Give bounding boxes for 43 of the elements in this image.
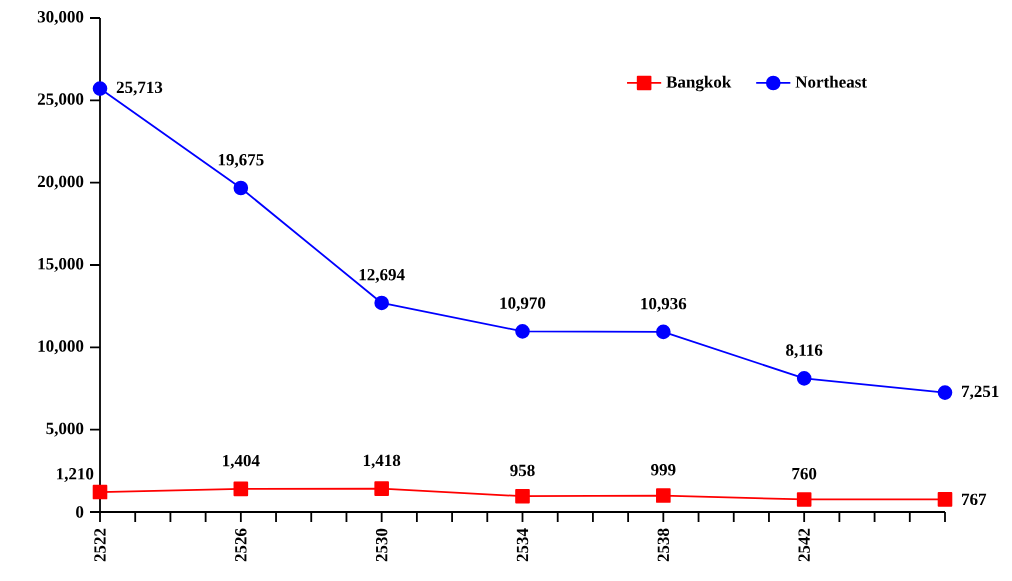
point: [374, 295, 389, 311]
point: [937, 492, 953, 507]
y-tick-label: 25,000: [37, 93, 84, 108]
y-tick-label: 20,000: [37, 175, 84, 190]
point: [515, 488, 530, 504]
y-tick-label: 15,000: [38, 258, 84, 272]
y-tick-label: 10,000: [38, 340, 84, 355]
data-label: 10,936: [641, 297, 687, 312]
legend-label: Northeast: [795, 75, 867, 88]
point: [656, 488, 671, 503]
x-tick-label: 2530: [375, 528, 388, 562]
point: [656, 324, 671, 340]
x-tick-label: 2522: [94, 528, 106, 562]
legend-label: Bangkok: [666, 75, 732, 92]
data-label: 1,210: [57, 468, 94, 482]
data-label: 12,694: [359, 269, 405, 283]
data-label: 19,675: [218, 154, 264, 168]
point: [92, 81, 108, 96]
x-tick-label: 2542: [798, 528, 810, 562]
point: [233, 180, 249, 196]
x-tick-label: 2538: [657, 528, 670, 562]
data-label: 999: [651, 464, 676, 476]
point: [374, 481, 389, 496]
y-tick-label: 30,000: [37, 11, 84, 25]
data-label: 1,404: [223, 454, 260, 469]
point: [796, 492, 812, 507]
x-tick-label: 2534: [516, 528, 529, 562]
data-label: 1,418: [363, 454, 401, 469]
data-label: 25,713: [116, 81, 163, 96]
data-label: 7,251: [962, 385, 999, 400]
data-label: 8,116: [786, 344, 823, 359]
point: [233, 481, 249, 497]
point: [515, 324, 530, 339]
data-label: 10,970: [500, 297, 546, 312]
data-label: 760: [792, 467, 817, 480]
point: [937, 385, 953, 400]
x-tick-label: 2526: [235, 528, 247, 562]
point: [92, 484, 108, 500]
y-tick-label: 5,000: [46, 422, 84, 437]
point: [796, 371, 812, 386]
y-tick-label: 0: [76, 506, 84, 518]
data-label: 767: [962, 493, 987, 506]
data-label: 958: [510, 464, 535, 477]
